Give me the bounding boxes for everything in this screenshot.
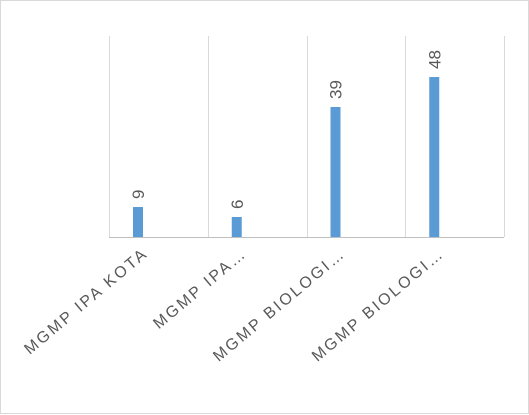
bar-value-label-2: 6 xyxy=(228,200,247,209)
bar-3 xyxy=(330,107,341,237)
gridlines xyxy=(109,36,505,237)
x-tick-label-1: MGMP IPA KOTA xyxy=(21,245,151,358)
bar-4 xyxy=(429,77,440,237)
bar-1 xyxy=(133,207,143,237)
bar-value-label-4: 48 xyxy=(425,50,444,69)
x-tick-label-2: MGMP IPA… xyxy=(150,245,250,333)
bars xyxy=(133,77,440,237)
bar-value-label-1: 9 xyxy=(129,190,148,199)
bar-value-label-3: 39 xyxy=(327,80,346,99)
bar-2 xyxy=(231,217,242,237)
